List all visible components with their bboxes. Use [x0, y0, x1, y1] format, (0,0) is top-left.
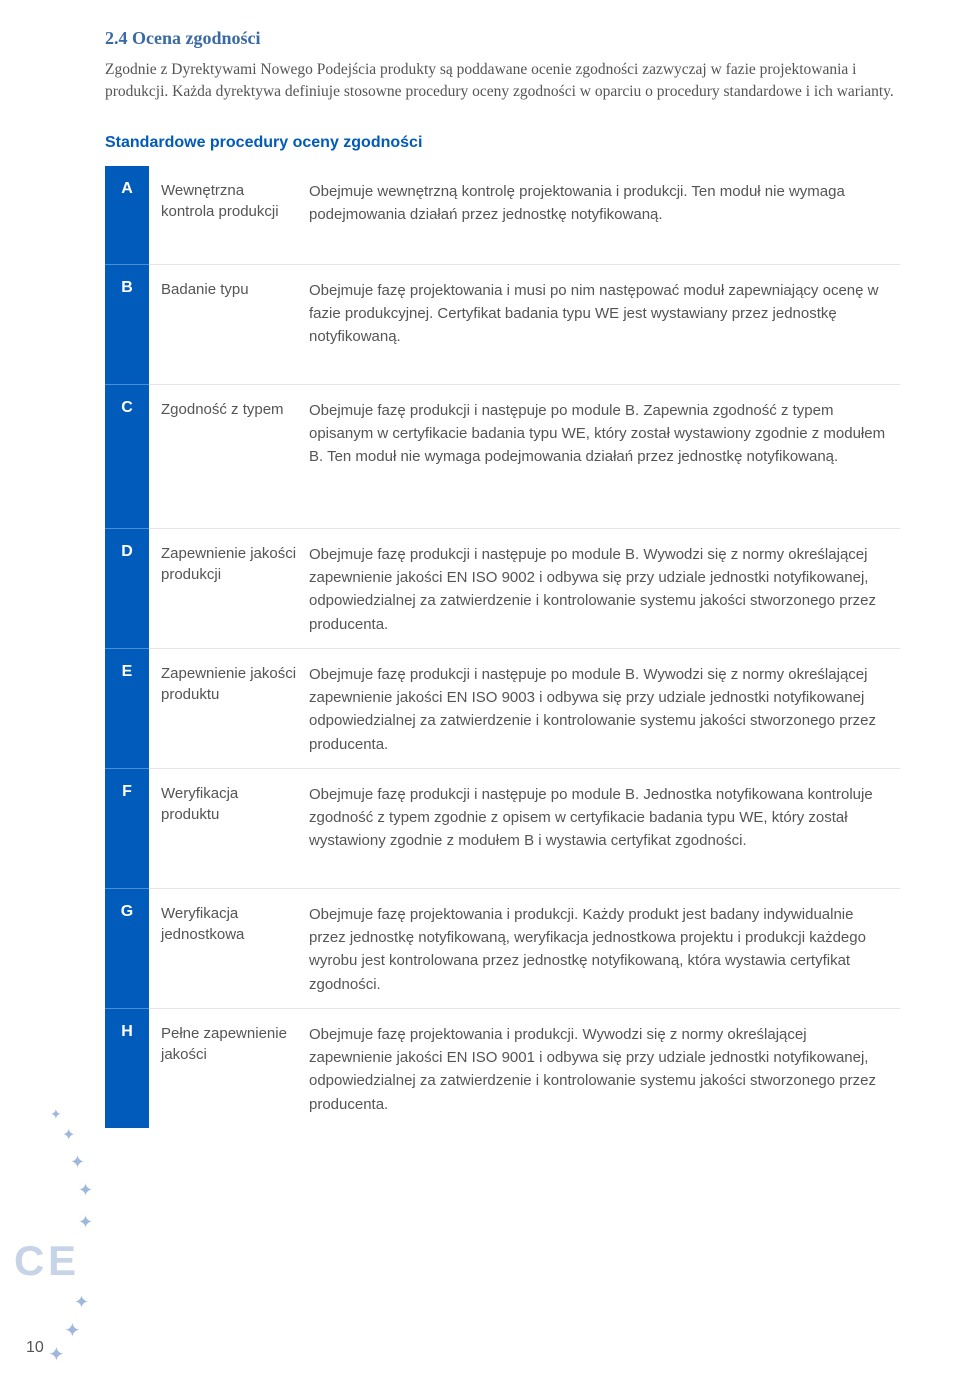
module-name: Weryfikacja jednostkowa — [149, 903, 309, 994]
table-row: Pełne zapewnienie jakościObejmuje fazę p… — [149, 1008, 900, 1128]
table-title: Standardowe procedury oceny zgodności — [105, 134, 900, 152]
table-row: Zgodność z typemObejmuje fazę produkcji … — [149, 384, 900, 528]
sidebar-decoration: C E ✦✦✦✦✦✦✦✦ — [0, 1103, 100, 1373]
module-description: Obejmuje fazę projektowania i produkcji.… — [309, 1023, 900, 1114]
module-description: Obejmuje fazę produkcji i następuje po m… — [309, 543, 900, 634]
module-name: Zgodność z typem — [149, 399, 309, 514]
section-heading: 2.4 Ocena zgodności — [105, 28, 900, 49]
module-name: Wewnętrzna kontrola produkcji — [149, 180, 309, 250]
module-description: Obejmuje fazę produkcji i następuje po m… — [309, 399, 900, 514]
module-name: Weryfikacja produktu — [149, 783, 309, 874]
table-row: Zapewnienie jakości produkcjiObejmuje fa… — [149, 528, 900, 648]
module-letter: A — [105, 166, 149, 264]
module-name: Zapewnienie jakości produkcji — [149, 543, 309, 634]
star-icon: ✦ — [74, 1292, 89, 1313]
page-number: 10 — [26, 1339, 44, 1357]
ce-mark-icon: C E — [14, 1237, 72, 1285]
table-row: Badanie typuObejmuje fazę projektowania … — [149, 264, 900, 384]
table-row: Weryfikacja jednostkowaObejmuje fazę pro… — [149, 888, 900, 1008]
table-row: Weryfikacja produktuObejmuje fazę produk… — [149, 768, 900, 888]
star-icon: ✦ — [70, 1152, 85, 1173]
module-letter: C — [105, 384, 149, 528]
star-icon: ✦ — [62, 1125, 75, 1145]
table-row: Zapewnienie jakości produktuObejmuje faz… — [149, 648, 900, 768]
procedures-table: ABCDEFGH Wewnętrzna kontrola produkcjiOb… — [105, 166, 900, 1128]
module-description: Obejmuje fazę projektowania i musi po ni… — [309, 279, 900, 370]
star-icon: ✦ — [48, 1342, 65, 1367]
star-icon: ✦ — [50, 1106, 62, 1123]
module-letter: F — [105, 768, 149, 888]
module-description: Obejmuje wewnętrzną kontrolę projektowan… — [309, 180, 900, 250]
module-description: Obejmuje fazę projektowania i produkcji.… — [309, 903, 900, 994]
module-description: Obejmuje fazę produkcji i następuje po m… — [309, 783, 900, 874]
module-name: Zapewnienie jakości produktu — [149, 663, 309, 754]
module-description: Obejmuje fazę produkcji i następuje po m… — [309, 663, 900, 754]
module-name: Badanie typu — [149, 279, 309, 370]
star-icon: ✦ — [64, 1318, 81, 1343]
module-letter: E — [105, 648, 149, 768]
star-icon: ✦ — [78, 1180, 93, 1201]
table-row: Wewnętrzna kontrola produkcjiObejmuje we… — [149, 166, 900, 264]
intro-paragraph: Zgodnie z Dyrektywami Nowego Podejścia p… — [105, 59, 900, 104]
module-letter: B — [105, 264, 149, 384]
star-icon: ✦ — [78, 1212, 93, 1233]
module-letter: D — [105, 528, 149, 648]
module-name: Pełne zapewnienie jakości — [149, 1023, 309, 1114]
module-letter: G — [105, 888, 149, 1008]
module-letter: H — [105, 1008, 149, 1128]
